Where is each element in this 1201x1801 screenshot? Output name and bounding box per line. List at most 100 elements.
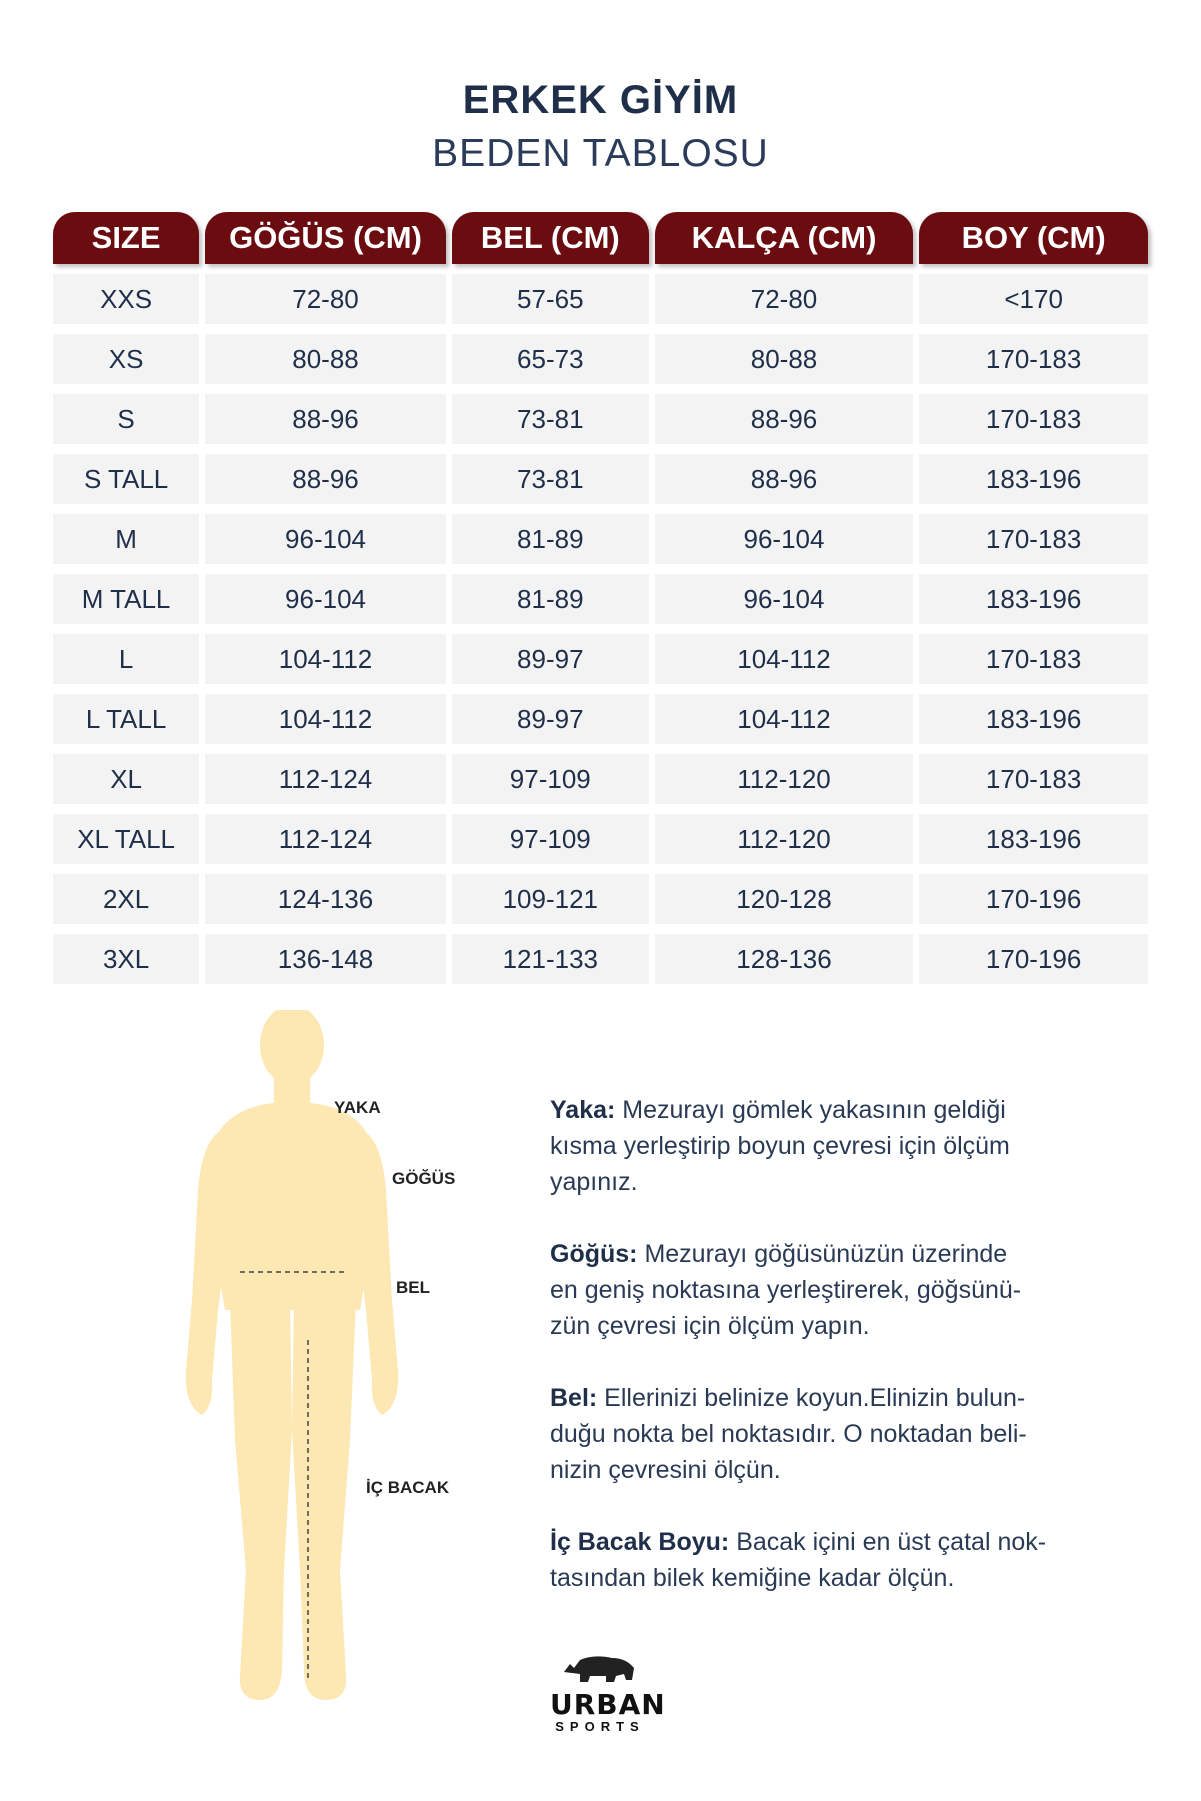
desc-yaka-line1: Mezurayı gömlek yakasının geldiği: [615, 1096, 1006, 1124]
cell-chest: 88-96: [205, 454, 446, 504]
cell-hip: 128-136: [654, 934, 914, 984]
cell-waist: 57-65: [451, 274, 649, 324]
cell-hip: 104-112: [654, 634, 914, 684]
cell-hip: 88-96: [654, 454, 914, 504]
body-figure: [185, 1010, 399, 1700]
label-ic-bacak: İÇ BACAK: [366, 1478, 450, 1497]
cell-chest: 96-104: [205, 514, 446, 564]
cell-hip: 104-112: [654, 694, 914, 744]
cell-waist: 73-81: [451, 454, 649, 504]
cell-height: 183-196: [919, 454, 1148, 504]
desc-gogus-line2: en geniş noktasına yerleştirerek, göğsün…: [550, 1276, 1022, 1304]
cell-size: XL TALL: [53, 814, 200, 864]
cell-waist: 89-97: [451, 634, 649, 684]
cell-height: 170-183: [919, 754, 1148, 804]
cell-size: L: [53, 634, 200, 684]
brand-logo: URBAN SPORTS: [550, 1650, 666, 1740]
cell-chest: 104-112: [205, 634, 446, 684]
cell-size: 3XL: [53, 934, 200, 984]
desc-ic-bacak: İç Bacak Boyu: Bacak içini en üst çatal …: [550, 1524, 1090, 1596]
cell-size: XL: [53, 754, 200, 804]
table-row: S TALL 88-96 73-81 88-96 183-196: [53, 454, 1148, 504]
cell-hip: 112-120: [654, 814, 914, 864]
cell-chest: 72-80: [205, 274, 446, 324]
cell-hip: 96-104: [654, 574, 914, 624]
cell-size: XXS: [53, 274, 200, 324]
cell-hip: 72-80: [654, 274, 914, 324]
rhino-icon: [564, 1656, 634, 1682]
label-bel: BEL: [396, 1278, 430, 1297]
desc-gogus-term: Göğüs:: [550, 1240, 638, 1268]
desc-yaka-term: Yaka:: [550, 1096, 616, 1124]
table-header-row: SIZE GÖĞÜS (CM) BEL (CM) KALÇA (CM) BOY …: [53, 212, 1148, 264]
table-row: M 96-104 81-89 96-104 170-183: [53, 514, 1148, 564]
desc-ic-bacak-line2: tasından bilek kemiğine kadar ölçün.: [550, 1564, 955, 1592]
size-table: SIZE GÖĞÜS (CM) BEL (CM) KALÇA (CM) BOY …: [53, 212, 1148, 994]
cell-size: 2XL: [53, 874, 200, 924]
cell-chest: 80-88: [205, 334, 446, 384]
label-gogus: GÖĞÜS: [392, 1169, 456, 1188]
desc-yaka: Yaka: Mezurayı gömlek yakasının geldiği …: [550, 1092, 1090, 1200]
logo-line2: SPORTS: [555, 1719, 645, 1734]
cell-height: 170-183: [919, 634, 1148, 684]
cell-hip: 88-96: [654, 394, 914, 444]
cell-height: 170-183: [919, 334, 1148, 384]
table-row: 2XL 124-136 109-121 120-128 170-196: [53, 874, 1148, 924]
body-silhouette-icon: [185, 1010, 399, 1700]
table-row: S 88-96 73-81 88-96 170-183: [53, 394, 1148, 444]
header-chest: GÖĞÜS (CM): [205, 212, 446, 264]
cell-waist: 73-81: [451, 394, 649, 444]
table-row: XL TALL 112-124 97-109 112-120 183-196: [53, 814, 1148, 864]
desc-gogus-line3: zün çevresi için ölçüm yapın.: [550, 1312, 870, 1340]
label-yaka: YAKA: [334, 1098, 381, 1117]
cell-waist: 81-89: [451, 514, 649, 564]
table-row: XS 80-88 65-73 80-88 170-183: [53, 334, 1148, 384]
header-waist: BEL (CM): [451, 212, 649, 264]
cell-waist: 89-97: [451, 694, 649, 744]
table-row: L TALL 104-112 89-97 104-112 183-196: [53, 694, 1148, 744]
header-hip: KALÇA (CM): [654, 212, 914, 264]
desc-bel-line3: nizin çevresini ölçün.: [550, 1456, 781, 1484]
cell-size: M: [53, 514, 200, 564]
desc-yaka-line3: yapınız.: [550, 1168, 638, 1196]
cell-chest: 136-148: [205, 934, 446, 984]
table-row: XL 112-124 97-109 112-120 170-183: [53, 754, 1148, 804]
cell-hip: 120-128: [654, 874, 914, 924]
table-row: XXS 72-80 57-65 72-80 <170: [53, 274, 1148, 324]
desc-bel-line1: Ellerinizi belinize koyun.Elinizin bulun…: [597, 1384, 1026, 1412]
cell-waist: 81-89: [451, 574, 649, 624]
cell-hip: 112-120: [654, 754, 914, 804]
cell-chest: 124-136: [205, 874, 446, 924]
cell-height: 183-196: [919, 694, 1148, 744]
cell-chest: 112-124: [205, 814, 446, 864]
logo-line1: URBAN: [550, 1688, 666, 1721]
header-size: SIZE: [53, 212, 200, 264]
cell-height: 183-196: [919, 814, 1148, 864]
cell-chest: 112-124: [205, 754, 446, 804]
cell-size: XS: [53, 334, 200, 384]
cell-waist: 65-73: [451, 334, 649, 384]
cell-size: S TALL: [53, 454, 200, 504]
page-title: ERKEK GİYİM: [462, 78, 739, 122]
desc-gogus: Göğüs: Mezurayı göğüsünüzün üzerinde en …: [550, 1236, 1090, 1344]
desc-yaka-line2: kısma yerleştirip boyun çevresi için ölç…: [550, 1132, 1010, 1160]
cell-size: S: [53, 394, 200, 444]
cell-chest: 104-112: [205, 694, 446, 744]
cell-hip: 96-104: [654, 514, 914, 564]
desc-gogus-line1: Mezurayı göğüsünüzün üzerinde: [637, 1240, 1008, 1268]
desc-bel: Bel: Ellerinizi belinize koyun.Elinizin …: [550, 1380, 1090, 1488]
header-height: BOY (CM): [919, 212, 1148, 264]
cell-hip: 80-88: [654, 334, 914, 384]
cell-size: L TALL: [53, 694, 200, 744]
cell-waist: 121-133: [451, 934, 649, 984]
page-subtitle: BEDEN TABLOSU: [432, 132, 769, 175]
cell-waist: 97-109: [451, 754, 649, 804]
cell-size: M TALL: [53, 574, 200, 624]
desc-ic-bacak-term: İç Bacak Boyu:: [550, 1528, 730, 1556]
table-row: M TALL 96-104 81-89 96-104 183-196: [53, 574, 1148, 624]
cell-height: 170-183: [919, 394, 1148, 444]
cell-height: 170-183: [919, 514, 1148, 564]
cell-height: 183-196: [919, 574, 1148, 624]
cell-chest: 88-96: [205, 394, 446, 444]
cell-height: 170-196: [919, 934, 1148, 984]
